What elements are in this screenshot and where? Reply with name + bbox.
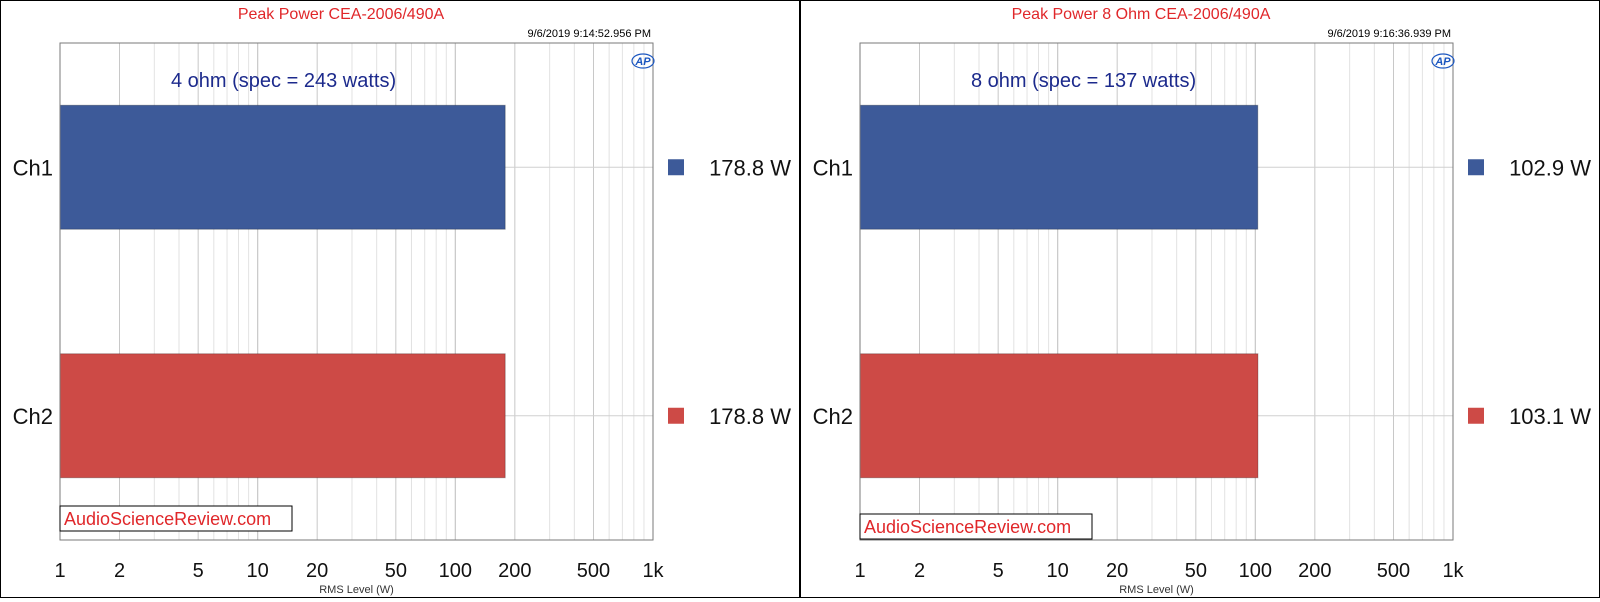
x-tick-label: 500 bbox=[1377, 560, 1410, 582]
ap-logo-text: AP bbox=[1434, 56, 1451, 68]
category-label: Ch1 bbox=[813, 155, 853, 180]
chart-panel-8-ohm: Peak Power 8 Ohm CEA-2006/490A 9/6/2019 9… bbox=[800, 0, 1600, 598]
plot-border bbox=[859, 42, 1454, 541]
value-label: 178.8 W bbox=[709, 404, 791, 429]
watermark-box bbox=[59, 505, 293, 532]
plot-border bbox=[59, 42, 654, 541]
x-tick-label: 100 bbox=[439, 560, 472, 582]
x-axis-label: RMS Level (W) bbox=[319, 584, 394, 596]
spec-annotation: 8 ohm (spec = 137 watts) bbox=[971, 70, 1196, 92]
x-tick-label: 2 bbox=[114, 560, 125, 582]
x-tick-label: 20 bbox=[306, 560, 328, 582]
x-tick-label: 200 bbox=[1298, 560, 1331, 582]
category-label: Ch1 bbox=[13, 155, 53, 180]
value-label: 103.1 W bbox=[1509, 404, 1591, 429]
bar-ch1 bbox=[59, 104, 506, 230]
x-tick-label: 500 bbox=[577, 560, 610, 582]
timestamp: 9/6/2019 9:14:52.956 PM bbox=[527, 28, 651, 40]
value-label: 102.9 W bbox=[1509, 155, 1591, 180]
x-axis-label: RMS Level (W) bbox=[1119, 584, 1194, 596]
legend-swatch bbox=[1468, 407, 1484, 424]
chart-title: Peak Power CEA-2006/490A bbox=[238, 6, 445, 23]
x-tick-label: 50 bbox=[1185, 560, 1207, 582]
watermark-box bbox=[859, 513, 1093, 540]
chart-title: Peak Power 8 Ohm CEA-2006/490A bbox=[1012, 6, 1271, 23]
x-tick-label: 10 bbox=[247, 560, 269, 582]
x-tick-label: 5 bbox=[993, 560, 1004, 582]
watermark: AudioScienceReview.com bbox=[64, 509, 271, 529]
value-label: 178.8 W bbox=[709, 155, 791, 180]
category-label: Ch2 bbox=[813, 404, 853, 429]
ap-logo-icon bbox=[631, 53, 655, 69]
timestamp: 9/6/2019 9:16:36.939 PM bbox=[1327, 28, 1451, 40]
x-tick-label: 5 bbox=[193, 560, 204, 582]
category-label: Ch2 bbox=[13, 404, 53, 429]
x-tick-label: 1k bbox=[1442, 560, 1464, 582]
legend-swatch bbox=[1468, 159, 1484, 176]
x-tick-label: 50 bbox=[385, 560, 407, 582]
x-tick-label: 2 bbox=[914, 560, 925, 582]
x-tick-label: 1 bbox=[854, 560, 865, 582]
chart-panel-4-ohm: Peak Power CEA-2006/490A 9/6/2019 9:14:52… bbox=[0, 0, 800, 598]
spec-annotation: 4 ohm (spec = 243 watts) bbox=[171, 70, 396, 92]
watermark: AudioScienceReview.com bbox=[864, 517, 1071, 537]
ap-logo-text: AP bbox=[634, 56, 651, 68]
x-tick-label: 10 bbox=[1047, 560, 1069, 582]
legend-swatch bbox=[668, 407, 684, 424]
legend-swatch bbox=[668, 159, 684, 176]
x-tick-label: 1 bbox=[54, 560, 65, 582]
ap-logo-icon bbox=[1431, 53, 1455, 69]
chart-svg-4-ohm: Peak Power CEA-2006/490A 9/6/2019 9:14:52… bbox=[13, 6, 792, 596]
bar-ch2 bbox=[859, 353, 1259, 479]
bar-ch2 bbox=[59, 353, 506, 479]
x-tick-label: 100 bbox=[1239, 560, 1272, 582]
x-tick-label: 20 bbox=[1106, 560, 1128, 582]
x-tick-label: 1k bbox=[642, 560, 664, 582]
chart-svg-8-ohm: Peak Power 8 Ohm CEA-2006/490A 9/6/2019 9… bbox=[813, 6, 1592, 596]
bar-ch1 bbox=[859, 104, 1259, 230]
x-tick-label: 200 bbox=[498, 560, 531, 582]
